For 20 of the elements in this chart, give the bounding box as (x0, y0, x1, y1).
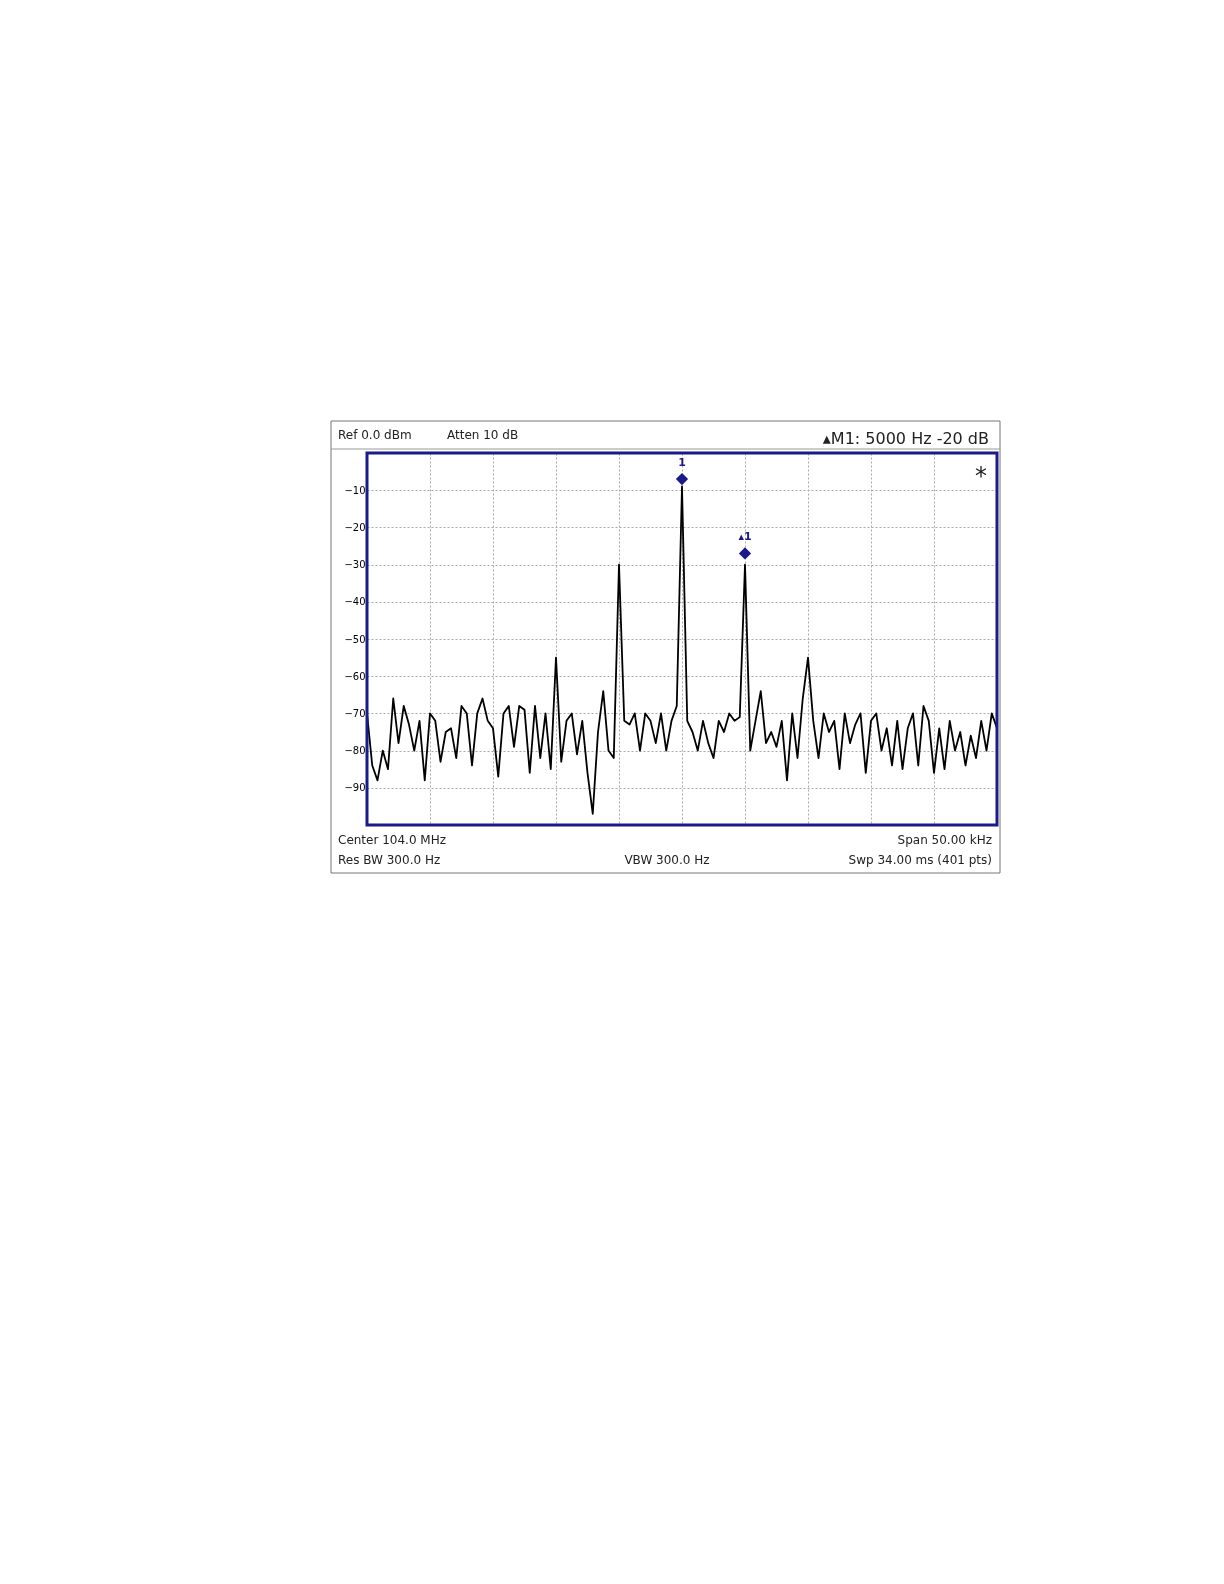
y-tick-label: −70 (344, 707, 366, 719)
annotation: * (975, 462, 987, 490)
text: Res BW 300.0 Hz (338, 853, 441, 867)
y-tick-label: −60 (344, 670, 366, 682)
text: Atten 10 dB (447, 428, 519, 442)
y-tick-label: −30 (344, 559, 366, 571)
y-tick-label: −20 (344, 521, 366, 533)
series-label: 1 (678, 456, 686, 470)
y-tick-label: −90 (344, 782, 366, 794)
y-tick-label: −10 (344, 484, 366, 496)
text: VBW 300.0 Hz (624, 853, 710, 867)
text: Center 104.0 MHz (338, 833, 447, 847)
text: Span 50.00 kHz (897, 833, 992, 847)
series-label: ▴1 (738, 530, 752, 544)
y-tick-label: −50 (344, 633, 366, 645)
y-tick-label: −80 (344, 745, 366, 757)
y-tick-label: −40 (344, 596, 366, 608)
text: Swp 34.00 ms (401 pts) (848, 853, 992, 867)
text: ▴M1: 5000 Hz -20 dB (822, 429, 989, 448)
text: Ref 0.0 dBm (338, 428, 412, 442)
